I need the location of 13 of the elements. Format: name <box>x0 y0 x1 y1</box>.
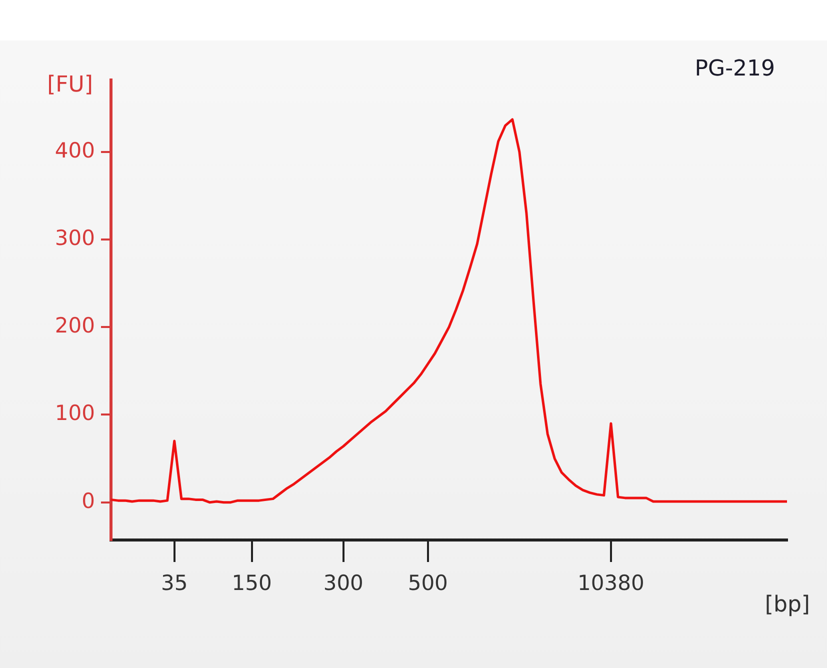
y-tick-label: 300 <box>54 226 95 250</box>
y-axis-title: [FU] <box>47 72 93 98</box>
y-tick-label: 100 <box>54 401 95 426</box>
x-tick-label: 300 <box>323 571 364 596</box>
x-tick-label: 35 <box>161 571 188 596</box>
y-tick-label: 200 <box>54 314 95 338</box>
y-tick-label: 0 <box>82 488 95 513</box>
y-tick-label: 400 <box>54 138 95 162</box>
x-tick-label: 10380 <box>578 571 644 596</box>
x-tick-label: 500 <box>408 571 448 596</box>
x-axis-title: [bp] <box>764 592 810 618</box>
chart-title: PG-219 <box>694 56 775 82</box>
x-tick-label: 150 <box>232 571 272 596</box>
